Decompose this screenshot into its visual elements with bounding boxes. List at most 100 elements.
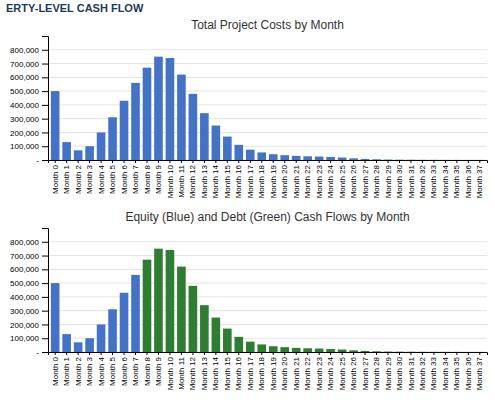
tick-label: Month 6 [120, 164, 129, 193]
tick-mark [261, 160, 262, 163]
tick-mark [146, 352, 147, 355]
tick-label: 200,000 [10, 321, 39, 330]
tick: Month 9 [154, 160, 163, 194]
tick: Month 29 [384, 160, 393, 198]
tick-mark [66, 160, 67, 163]
chart: Total Project Costs by Month-100,000200,… [10, 18, 487, 198]
tick-label: Month 3 [85, 164, 94, 193]
bar [464, 159, 473, 160]
tick-mark [307, 160, 308, 163]
tick-mark [227, 352, 228, 355]
bar [430, 352, 439, 353]
bar [453, 159, 462, 160]
tick-label: Month 0 [51, 356, 60, 385]
bar [246, 150, 255, 160]
tick: - [36, 156, 48, 165]
tick: Month 6 [120, 352, 129, 386]
bar [441, 159, 450, 160]
bar [372, 159, 381, 160]
tick: Month 16 [234, 160, 243, 198]
tick: Month 20 [280, 352, 289, 390]
bar [120, 293, 129, 352]
tick-label: 300,000 [10, 115, 39, 124]
tick-mark [42, 119, 48, 120]
tick-mark [296, 352, 297, 355]
bar [177, 267, 186, 352]
grid-line [48, 91, 487, 92]
bar [338, 158, 347, 160]
tick-label: Month 8 [143, 164, 152, 193]
bar [166, 58, 175, 160]
y-axis: -100,000200,000300,000400,000500,000600,… [10, 229, 48, 358]
bar [395, 352, 404, 353]
tick: Month 18 [257, 352, 266, 390]
tick: 400,000 [10, 101, 48, 110]
tick-mark [365, 160, 366, 163]
tick: Month 28 [372, 352, 381, 390]
tick-mark [284, 160, 285, 163]
tick: 500,000 [10, 279, 48, 288]
bar [418, 159, 427, 160]
bar [418, 352, 427, 353]
tick-mark [146, 160, 147, 163]
tick: 500,000 [10, 87, 48, 96]
tick-mark [42, 146, 48, 147]
tick: 200,000 [10, 321, 48, 330]
tick: Month 32 [418, 352, 427, 390]
plot-area [51, 57, 484, 160]
tick: Month 1 [62, 160, 71, 194]
tick-label: 100,000 [10, 334, 39, 343]
grid-line [48, 104, 487, 105]
tick-label: Month 26 [349, 164, 358, 198]
tick-label: Month 36 [464, 356, 473, 390]
tick-mark [215, 352, 216, 355]
bar [464, 352, 473, 353]
tick-label: 200,000 [10, 129, 39, 138]
tick: Month 3 [85, 352, 94, 386]
tick-mark [135, 352, 136, 355]
tick: Month 21 [292, 160, 301, 198]
bar [62, 142, 71, 160]
y-axis: -100,000200,000300,000400,000500,000600,… [10, 37, 48, 166]
tick: 700,000 [10, 60, 48, 69]
tick: Month 34 [441, 160, 450, 198]
tick-label: Month 8 [143, 356, 152, 385]
tick-label: 800,000 [10, 238, 39, 247]
bar [85, 338, 94, 352]
tick-label: Month 29 [384, 164, 393, 198]
tick-label: Month 22 [303, 164, 312, 198]
tick: Month 33 [429, 160, 438, 198]
tick: Month 27 [361, 160, 370, 198]
tick-label: 100,000 [10, 142, 39, 151]
tick-label: 400,000 [10, 293, 39, 302]
tick-label: Month 2 [74, 356, 83, 385]
bar [51, 352, 60, 353]
tick-label: 400,000 [10, 101, 39, 110]
bar [418, 351, 427, 352]
bar [292, 348, 301, 352]
bar [269, 346, 278, 352]
tick-mark [135, 160, 136, 163]
bar [280, 347, 289, 352]
bar [154, 57, 163, 160]
bar [476, 159, 485, 160]
tick-label: 700,000 [10, 60, 39, 69]
grid-line [48, 283, 487, 284]
tick-label: Month 26 [349, 356, 358, 390]
tick-mark [250, 352, 251, 355]
bar [108, 309, 117, 352]
axis-line [42, 229, 49, 353]
tick-mark [42, 64, 48, 65]
tick-label: Month 10 [166, 356, 175, 390]
tick: Month 12 [188, 160, 197, 198]
tick-label: Month 30 [395, 356, 404, 390]
bar [120, 101, 129, 160]
tick: Month 31 [407, 352, 416, 390]
bar [154, 249, 163, 352]
grid-line [48, 255, 487, 256]
bar [51, 91, 60, 160]
bar [62, 352, 71, 353]
grid-line [48, 49, 487, 50]
tick-label: Month 23 [315, 164, 324, 198]
tick-mark [101, 352, 102, 355]
